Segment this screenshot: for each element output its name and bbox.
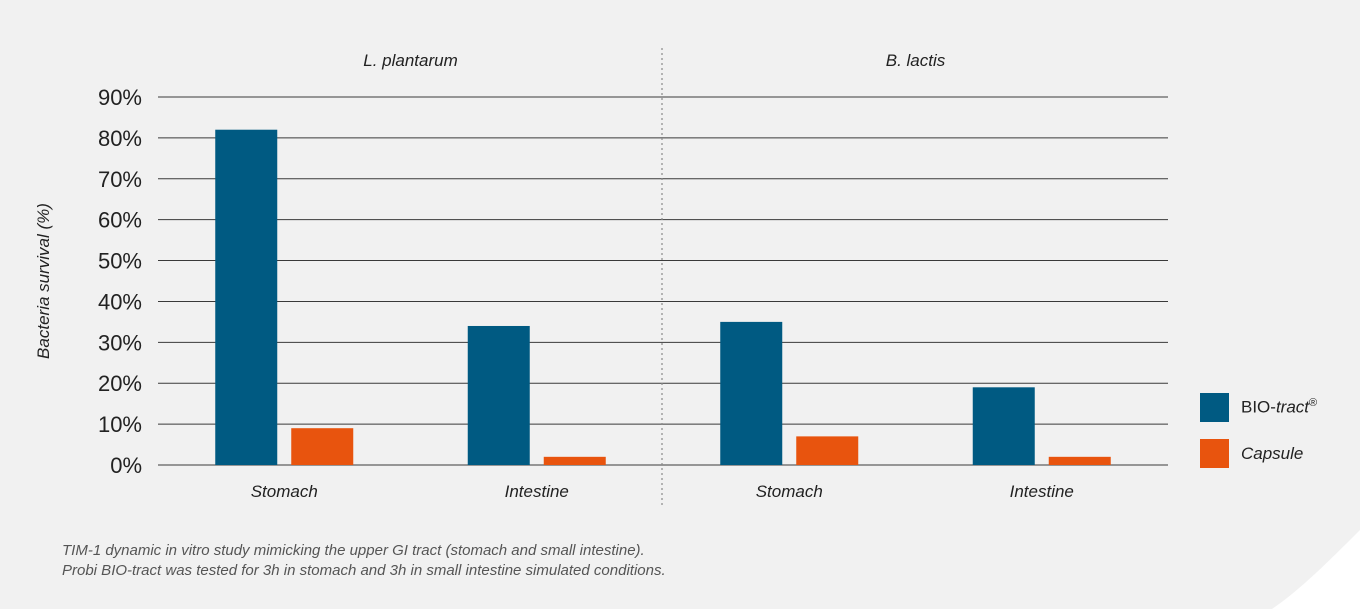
x-tick-label: Intestine <box>505 482 569 501</box>
bar <box>720 322 782 465</box>
bar <box>1049 457 1111 465</box>
y-tick-label: 80% <box>98 126 142 151</box>
legend-swatch-capsule <box>1200 439 1229 468</box>
y-tick-label: 30% <box>98 330 142 355</box>
y-tick-label: 40% <box>98 289 142 314</box>
bar <box>544 457 606 465</box>
caption-line-2: Probi BIO-tract was tested for 3h in sto… <box>62 562 666 579</box>
legend-item-bio-tract: BIO-tract® <box>1200 393 1317 422</box>
group-label: L. plantarum <box>363 51 458 70</box>
bar <box>973 387 1035 465</box>
bar <box>291 428 353 465</box>
chart-caption: TIM-1 dynamic in vitro study mimicking t… <box>62 541 666 581</box>
y-tick-label: 0% <box>110 453 142 478</box>
y-tick-label: 60% <box>98 208 142 233</box>
y-tick-label: 90% <box>98 85 142 110</box>
legend-item-capsule: Capsule <box>1200 439 1303 468</box>
legend-label-capsule: Capsule <box>1241 443 1304 463</box>
x-tick-label: Intestine <box>1010 482 1074 501</box>
bar <box>468 326 530 465</box>
x-tick-label: Stomach <box>251 482 318 501</box>
y-tick-label: 70% <box>98 167 142 192</box>
x-tick-label: Stomach <box>756 482 823 501</box>
bar <box>796 436 858 465</box>
group-label: B. lactis <box>886 51 946 70</box>
y-tick-label: 50% <box>98 249 142 274</box>
y-tick-label: 20% <box>98 371 142 396</box>
bar-chart: 0% 10% 20% 30% 40% 50% 60% 70% 80% 90% Bacteria su… <box>0 0 1360 530</box>
caption-line-1: TIM-1 dynamic in vitro study mimicking t… <box>62 542 645 559</box>
y-axis-label: Bacteria survival (%) <box>34 203 53 359</box>
legend-label-bio-tract: BIO-tract® <box>1241 397 1318 417</box>
y-tick-label: 10% <box>98 412 142 437</box>
legend-swatch-bio-tract <box>1200 393 1229 422</box>
bar <box>215 130 277 465</box>
